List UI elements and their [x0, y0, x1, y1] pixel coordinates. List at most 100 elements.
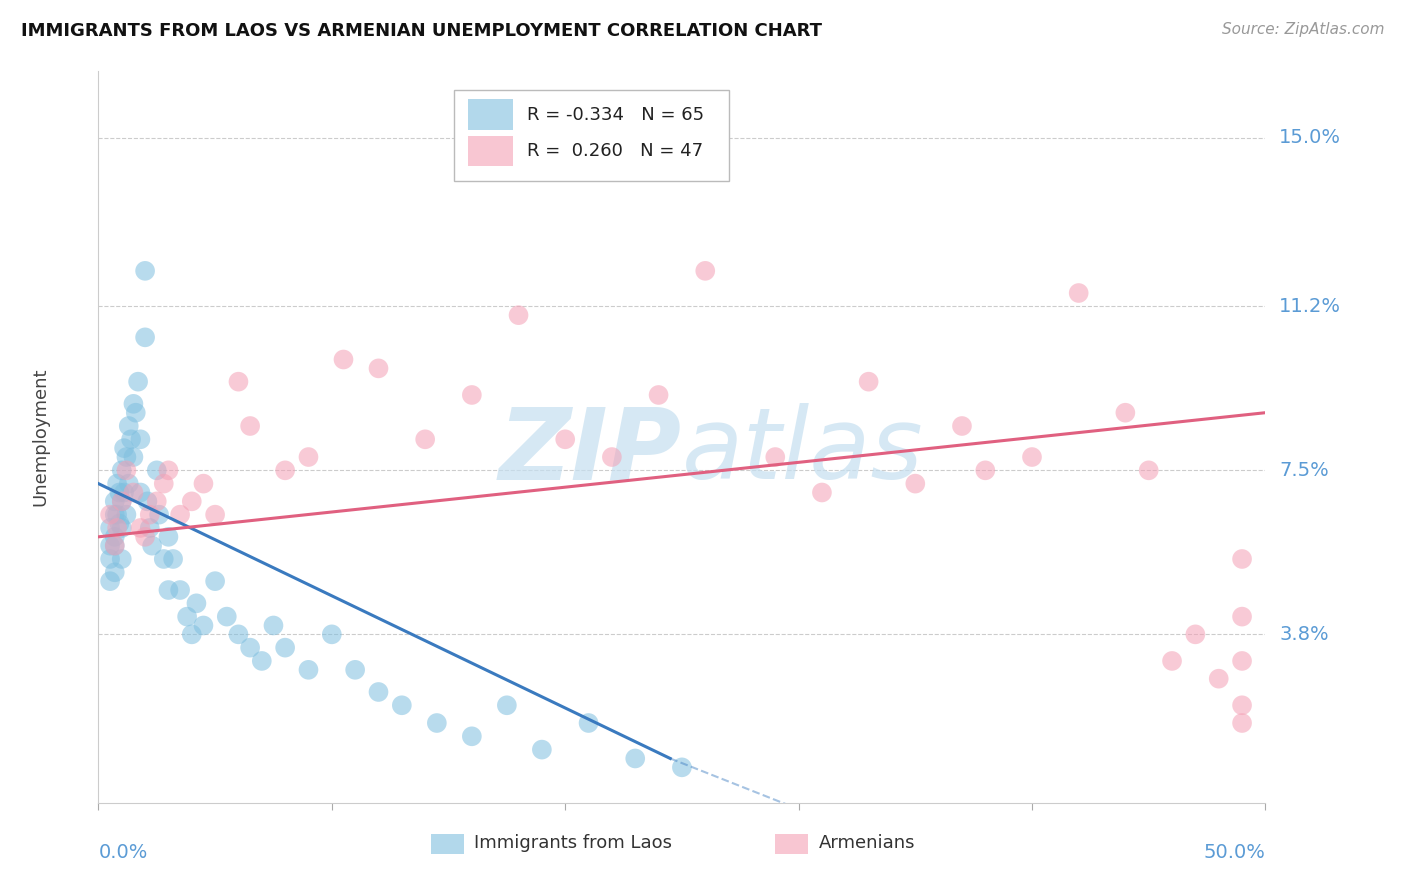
- Point: [239, 419, 262, 434]
- Point: [111, 463, 134, 477]
- Bar: [432, 833, 464, 854]
- Point: [695, 264, 717, 278]
- Point: [763, 450, 786, 464]
- Point: [176, 609, 198, 624]
- Point: [104, 539, 127, 553]
- Point: [115, 508, 138, 522]
- Point: [134, 264, 156, 278]
- Point: [204, 508, 226, 522]
- Point: [134, 330, 156, 344]
- Point: [115, 463, 138, 477]
- Point: [262, 618, 284, 632]
- Point: [105, 476, 128, 491]
- Text: Immigrants from Laos: Immigrants from Laos: [474, 834, 672, 852]
- Text: IMMIGRANTS FROM LAOS VS ARMENIAN UNEMPLOYMENT CORRELATION CHART: IMMIGRANTS FROM LAOS VS ARMENIAN UNEMPLO…: [21, 22, 823, 40]
- Point: [193, 476, 215, 491]
- Point: [600, 450, 623, 464]
- Point: [98, 521, 121, 535]
- Point: [391, 698, 413, 713]
- Text: ZIP: ZIP: [499, 403, 682, 500]
- Point: [148, 508, 170, 522]
- Text: Source: ZipAtlas.com: Source: ZipAtlas.com: [1222, 22, 1385, 37]
- Point: [115, 450, 138, 464]
- Point: [139, 521, 162, 535]
- Point: [461, 729, 484, 743]
- Point: [426, 716, 449, 731]
- Point: [105, 521, 128, 535]
- Point: [146, 494, 169, 508]
- Point: [129, 521, 152, 535]
- Point: [169, 582, 191, 597]
- Point: [204, 574, 226, 589]
- Point: [118, 476, 141, 491]
- Point: [1230, 716, 1253, 731]
- Point: [239, 640, 262, 655]
- Text: 7.5%: 7.5%: [1279, 461, 1329, 480]
- Point: [112, 485, 135, 500]
- Point: [1230, 698, 1253, 713]
- Point: [250, 654, 273, 668]
- Point: [180, 627, 202, 641]
- Point: [136, 494, 159, 508]
- Point: [127, 375, 149, 389]
- Point: [228, 375, 250, 389]
- Point: [98, 539, 121, 553]
- Point: [141, 539, 163, 553]
- Point: [104, 494, 127, 508]
- Point: [1021, 450, 1043, 464]
- Point: [1114, 406, 1136, 420]
- Point: [228, 627, 250, 641]
- Point: [169, 508, 191, 522]
- Point: [120, 432, 142, 446]
- Point: [157, 463, 180, 477]
- Point: [215, 609, 238, 624]
- Point: [104, 530, 127, 544]
- Point: [1208, 672, 1230, 686]
- Point: [186, 596, 208, 610]
- Point: [1137, 463, 1160, 477]
- Point: [367, 685, 389, 699]
- Text: Armenians: Armenians: [818, 834, 915, 852]
- Point: [274, 640, 297, 655]
- Point: [157, 582, 180, 597]
- Point: [858, 375, 880, 389]
- Point: [180, 494, 202, 508]
- Text: 50.0%: 50.0%: [1204, 843, 1265, 862]
- Point: [811, 485, 834, 500]
- Text: R =  0.260   N = 47: R = 0.260 N = 47: [527, 142, 703, 160]
- Point: [461, 388, 484, 402]
- Bar: [468, 136, 513, 167]
- Text: 3.8%: 3.8%: [1279, 625, 1329, 644]
- Point: [98, 552, 121, 566]
- Point: [624, 751, 647, 765]
- Point: [111, 521, 134, 535]
- Point: [98, 508, 121, 522]
- Point: [671, 760, 693, 774]
- Point: [647, 388, 669, 402]
- Point: [578, 716, 600, 731]
- Point: [530, 742, 553, 756]
- Bar: [468, 99, 513, 130]
- Text: 15.0%: 15.0%: [1279, 128, 1341, 147]
- Point: [1184, 627, 1206, 641]
- Point: [413, 432, 436, 446]
- Point: [274, 463, 297, 477]
- Point: [118, 419, 141, 434]
- FancyBboxPatch shape: [454, 90, 728, 181]
- Point: [974, 463, 997, 477]
- Point: [332, 352, 354, 367]
- Point: [152, 552, 174, 566]
- Text: 11.2%: 11.2%: [1279, 297, 1341, 316]
- Point: [108, 485, 131, 500]
- Point: [1067, 285, 1090, 300]
- Point: [122, 485, 145, 500]
- Point: [112, 441, 135, 455]
- Point: [152, 476, 174, 491]
- Point: [105, 508, 128, 522]
- Point: [104, 539, 127, 553]
- Point: [146, 463, 169, 477]
- Point: [125, 406, 148, 420]
- Point: [157, 530, 180, 544]
- Point: [111, 552, 134, 566]
- Point: [111, 494, 134, 508]
